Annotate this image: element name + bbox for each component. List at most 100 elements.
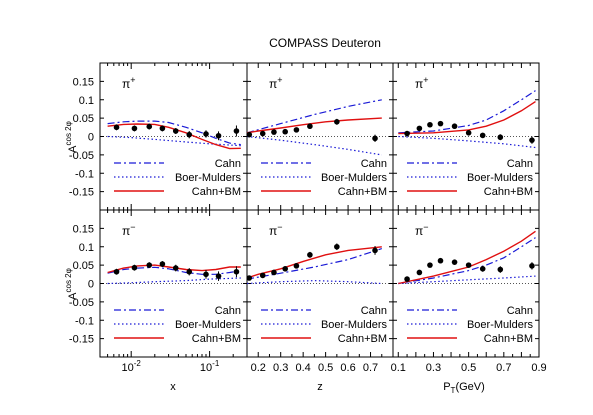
y-tick-label: 0.05 [73,260,94,272]
legend-label: Cahn+BM [338,333,387,345]
data-point [282,128,288,135]
data-point [282,266,288,272]
data-point [479,266,486,272]
data-point [497,266,504,273]
data-point [416,125,423,132]
legend-label: Boer-Mulders [321,319,388,331]
panel-pt-pi-: 0.1 0.3 0.5 0.7 0.9 π− Cahn Boer-Mulders Cahn+BM [391,209,547,374]
series-line-solid [246,117,382,134]
series-line-dashdot [398,90,536,134]
data-point [113,268,120,275]
data-point [259,130,266,137]
panels: 0.15 0.1 0.05 0 -0.05 -0.1 -0.15 π+ Cahn Boer-Mul… [69,62,547,374]
ylabel-main: A [67,145,79,153]
series-line-dotted [398,135,536,149]
data-point [186,268,193,275]
data-point [293,127,300,133]
x-tick-label: 0.3 [426,362,441,374]
x-tick-label: 10-1 [200,359,220,374]
data-point [427,121,433,128]
data-point [372,247,378,254]
panel-pt-pi+: π+ Cahn Boer-Mulders Cahn+BM [392,62,540,211]
y-tick-label: -0.05 [69,297,94,309]
series-line-dotted [107,277,241,285]
ylabel-sup: cos 2φ [64,121,73,145]
data-point [451,259,458,265]
x-tick-label: 0.2 [251,362,266,374]
chart-title: COMPASS Deuteron [269,36,381,50]
data-point [186,131,193,138]
data-point [334,119,340,125]
particle-label: π+ [269,75,283,91]
data-point [271,129,277,135]
data-point [215,132,222,139]
series-line-dashdot [246,99,382,134]
legend-label: Cahn+BM [192,333,241,345]
data-point [215,273,222,279]
particle-label: π+ [415,75,429,91]
ylabel-sup: cos 2φ [64,268,73,292]
y-tick-label: 0.1 [79,95,94,107]
data-point [437,120,444,127]
data-point [146,262,153,268]
legend-label: Cahn [361,305,387,317]
y-tick-label: 0.1 [79,242,94,254]
series-line-dotted [246,135,382,156]
data-point [159,261,166,267]
series-line-dashdot [398,237,536,285]
data-point [307,123,313,130]
legend-label: Boer-Mulders [175,172,242,184]
x-tick-label: 0.4 [296,362,311,374]
legend-label: Cahn+BM [484,333,533,345]
data-point [259,272,266,279]
legend-label: Cahn [361,158,387,170]
svg-text:Acos 2φ: Acos 2φ [64,268,79,300]
x-tick-label: 10-2 [122,359,142,374]
data-point [172,265,179,271]
y-axis-label-top: Acos 2φ [64,121,79,153]
legend-label: Cahn [507,305,533,317]
y-tick-label: 0.15 [73,76,94,88]
data-point [497,134,504,141]
svg-text:Acos 2φ: Acos 2φ [64,121,79,153]
x-tick-label: 0.7 [496,362,511,374]
y-tick-label: 0 [88,132,94,144]
y-tick-label: -0.15 [69,187,94,199]
x-axis-label-pt: PT(GeV) [443,381,485,395]
series-line-dotted [398,275,536,285]
data-point [246,131,253,138]
x-tick-label: 0.7 [363,362,378,374]
data-point [172,128,179,134]
y-tick-label: -0.1 [75,168,94,180]
series-line-dotted [107,135,241,147]
y-tick-label: -0.05 [69,150,94,162]
panel-x-pi+: 0.15 0.1 0.05 0 -0.05 -0.1 -0.15 π+ Cahn Boer-Mul… [69,62,248,211]
data-point [233,128,240,134]
data-point [529,137,535,143]
panel-z-pi-: 0.2 0.3 0.4 0.5 0.6 0.7 π− Cahn Boer-Mulders Cahn… [246,209,394,374]
legend-label: Cahn+BM [192,186,241,198]
data-point [451,123,458,130]
legend-label: Cahn+BM [484,186,533,198]
legend-label: Cahn [215,305,241,317]
data-point [131,125,138,132]
legend-label: Cahn+BM [338,186,387,198]
data-point [271,269,277,276]
data-point [404,276,410,282]
y-axis-label-bottom: Acos 2φ [64,268,79,300]
data-point [159,125,166,132]
ylabel-main: A [67,292,79,300]
x-tick-label: 0.3 [273,362,288,374]
series-line-dashdot [246,248,382,280]
data-point [293,263,300,269]
data-point [372,135,378,142]
data-point [203,271,209,278]
data-point [404,130,410,137]
y-tick-label: -0.1 [75,315,94,327]
data-point [427,262,433,268]
y-tick-label: -0.15 [69,334,94,346]
series-line-solid [246,246,382,279]
x-tick-label: 0.5 [318,362,333,374]
series-line-dotted [246,279,382,285]
data-point [203,131,209,137]
